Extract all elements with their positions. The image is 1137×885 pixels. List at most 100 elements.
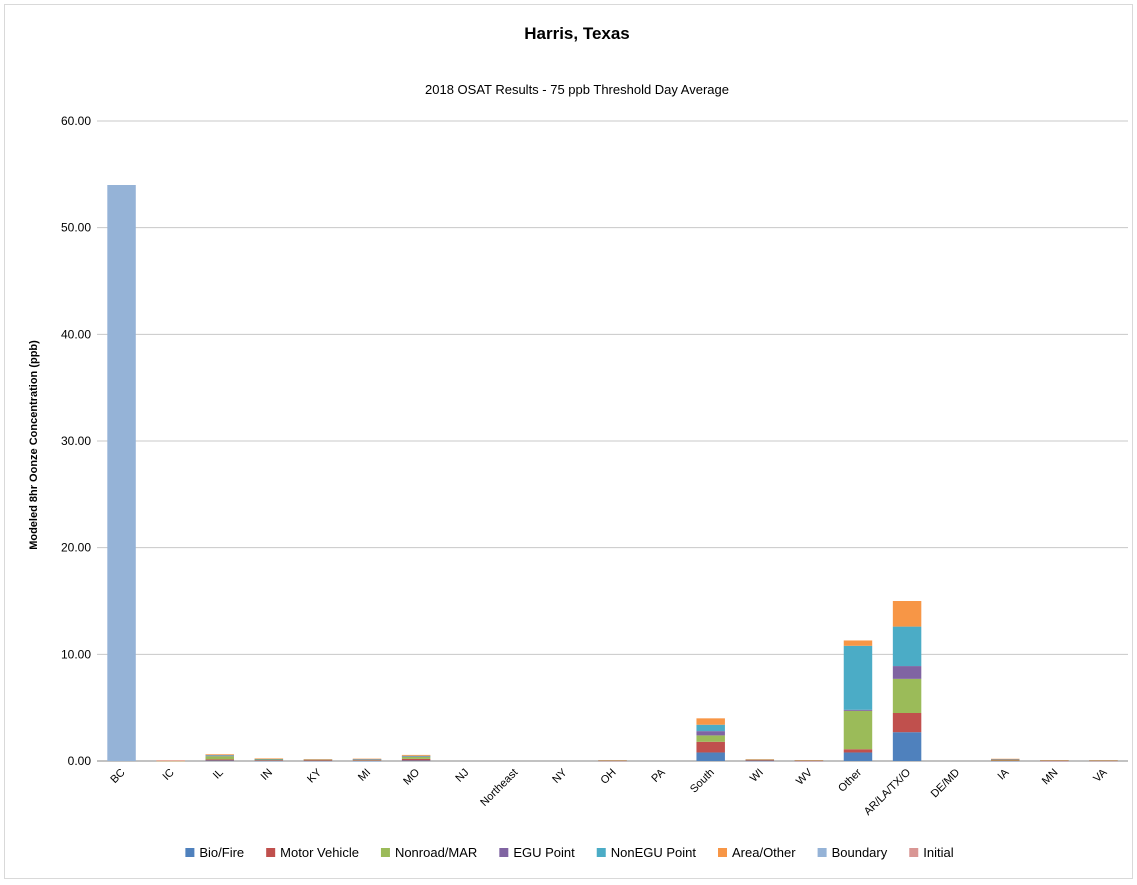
bar-segment <box>892 713 922 733</box>
bar-segment <box>892 666 922 679</box>
legend-item: NonEGU Point <box>596 845 697 860</box>
y-tick-labels: 0.00 10.00 20.00 30.00 40.00 50.00 60.00 <box>61 114 91 768</box>
legend-swatch <box>185 848 195 857</box>
bar-segment <box>991 760 1020 762</box>
y-tick-label: 20.00 <box>61 541 91 555</box>
x-tick-label: IC <box>161 767 177 783</box>
legend-swatch <box>596 848 606 857</box>
bar-segment <box>696 741 725 753</box>
legend-label: Initial <box>923 845 953 860</box>
x-tick-label: DE/MD <box>929 767 963 801</box>
legend-item: Area/Other <box>718 845 796 860</box>
y-tick-label: 10.00 <box>61 647 91 661</box>
bar-segment <box>843 749 873 753</box>
x-tick-label: IL <box>211 767 226 782</box>
chart-frame: Harris, Texas 2018 OSAT Results - 75 ppb… <box>4 4 1133 879</box>
x-tick-label: AR/LA/TX/O <box>862 766 914 818</box>
bar-segment <box>254 760 284 761</box>
bar-segment <box>745 760 775 762</box>
bar-segment <box>401 754 431 756</box>
bar-segment <box>745 759 775 760</box>
chart-canvas: Harris, Texas 2018 OSAT Results - 75 ppb… <box>28 24 1128 860</box>
legend-item: Motor Vehicle <box>266 845 359 860</box>
bar-segment <box>991 759 1020 761</box>
bar-segment <box>794 760 824 762</box>
chart-subtitle: 2018 OSAT Results - 75 ppb Threshold Day… <box>425 82 729 97</box>
bar-segment <box>205 756 234 760</box>
bar-segment <box>205 759 234 761</box>
bar-segment <box>745 760 775 762</box>
legend-label: Boundary <box>832 845 888 860</box>
bar-segment <box>303 760 333 762</box>
bar-segment <box>843 752 873 761</box>
legend-label: EGU Point <box>513 845 575 860</box>
x-tick-label: South <box>688 767 717 796</box>
legend-label: Motor Vehicle <box>280 845 359 860</box>
legend-item: EGU Point <box>499 845 575 860</box>
x-tick-label: MO <box>401 766 422 787</box>
x-tick-label: KY <box>305 766 324 785</box>
bar-segment <box>205 755 234 756</box>
legend: Bio/Fire Motor Vehicle Nonroad/MAR EGU Poin… <box>185 845 954 860</box>
legend-swatch <box>266 848 276 857</box>
legend-swatch <box>499 848 509 857</box>
bar-segment <box>843 710 873 750</box>
legend-label: NonEGU Point <box>611 845 697 860</box>
bars <box>107 185 1118 762</box>
x-tick-label: MI <box>356 767 373 784</box>
bar-segment <box>696 735 725 742</box>
bar-segment <box>696 718 725 725</box>
bar-segment <box>205 760 234 762</box>
x-tick-labels: BC IC IL IN KY MI MO NJ Northeast NY OH PA South WI WV… <box>108 766 1110 818</box>
legend-swatch <box>380 848 390 857</box>
legend-item: Initial <box>909 845 954 860</box>
x-tick-label: VA <box>1091 766 1110 785</box>
bar-segment <box>991 758 1020 760</box>
bar-segment <box>991 759 1020 760</box>
legend-swatch <box>718 848 728 857</box>
bar-segment <box>401 758 431 761</box>
bar-segment <box>745 759 775 761</box>
bar-segment <box>696 724 725 732</box>
bar-segment <box>352 758 382 760</box>
x-tick-label: PA <box>649 766 668 785</box>
bar-segment <box>205 754 234 756</box>
legend-label: Area/Other <box>732 845 796 860</box>
gridlines <box>97 120 1128 762</box>
legend-swatch <box>909 848 919 857</box>
legend-item: Bio/Fire <box>185 845 244 860</box>
y-axis-label: Modeled 8hr Oonze Concentration (ppb) <box>28 340 40 550</box>
bar-segment <box>156 760 185 761</box>
bar-segment <box>696 752 725 761</box>
bar-segment <box>254 758 284 760</box>
bar-segment <box>254 759 284 761</box>
bar-segment <box>107 185 136 761</box>
y-tick-label: 60.00 <box>61 114 91 128</box>
bar-segment <box>991 760 1020 762</box>
bar-segment <box>205 755 234 757</box>
bar-segment <box>598 760 627 761</box>
legend-item: Boundary <box>817 845 888 860</box>
x-tick-label: Other <box>836 766 864 794</box>
bar-segment <box>254 758 284 760</box>
x-tick-label: WV <box>794 766 815 787</box>
x-tick-label: WI <box>748 767 766 785</box>
bar-segment <box>401 756 431 759</box>
bar-segment <box>794 760 824 761</box>
legend-item: Nonroad/MAR <box>380 845 477 860</box>
x-tick-label: IN <box>259 767 275 783</box>
y-tick-label: 0.00 <box>68 754 92 768</box>
bar-segment <box>1040 760 1069 762</box>
bar-segment <box>1040 760 1069 761</box>
bar-segment <box>696 731 725 736</box>
bar-segment <box>1089 760 1118 761</box>
bar-segment <box>352 759 382 760</box>
legend-label: Bio/Fire <box>199 845 244 860</box>
bar-segment <box>401 755 431 757</box>
bar-segment <box>843 709 873 711</box>
chart-title: Harris, Texas <box>524 24 630 43</box>
x-tick-label: NJ <box>453 767 471 785</box>
bar-segment <box>401 756 431 757</box>
bar-segment <box>401 760 431 762</box>
x-tick-label: MN <box>1040 767 1061 788</box>
